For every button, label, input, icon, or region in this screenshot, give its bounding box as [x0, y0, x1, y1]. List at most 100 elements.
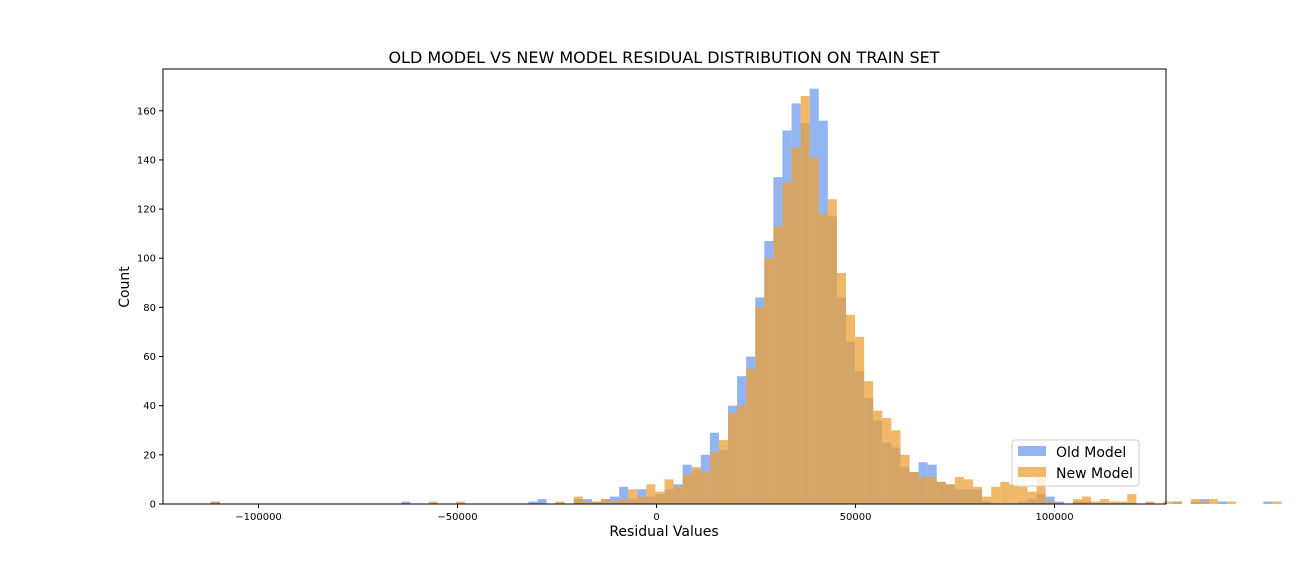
new-model-bar — [800, 96, 810, 504]
old-model-bar — [637, 489, 647, 504]
old-model-bar — [1218, 501, 1228, 504]
new-model-bar — [873, 410, 883, 504]
new-model-bar — [709, 452, 719, 504]
new-model-bar — [1163, 501, 1173, 504]
new-model-bar — [809, 157, 819, 504]
old-model-bar — [537, 499, 547, 504]
new-model-bar — [846, 314, 856, 504]
plot-frame — [162, 68, 1167, 505]
new-model-bar — [555, 501, 565, 504]
legend-label-old-model: Old Model — [1056, 445, 1126, 461]
y-tick-label: 160 — [137, 106, 156, 117]
new-model-bar — [655, 491, 665, 504]
new-model-bar — [582, 501, 592, 504]
new-model-bar — [791, 147, 801, 504]
old-model-bar — [401, 501, 411, 504]
y-axis: 0 20 40 60 80 100 120 140 160 — [137, 106, 163, 511]
new-model-bar — [646, 484, 656, 504]
new-model-bar — [900, 454, 910, 504]
new-model-bar — [1127, 494, 1137, 504]
new-model-bar — [827, 199, 837, 504]
y-tick-label: 20 — [143, 450, 156, 461]
x-tick-label: −100000 — [235, 512, 282, 523]
new-model-bar — [1018, 486, 1028, 504]
legend-swatch-new-model — [1018, 467, 1046, 477]
y-tick-label: 60 — [143, 352, 156, 363]
plot-area — [210, 88, 1282, 505]
y-tick-label: 80 — [143, 303, 156, 314]
new-model-bar — [1091, 501, 1101, 504]
new-model-bar — [728, 413, 738, 504]
new-model-bar — [1009, 484, 1019, 504]
legend-swatch-old-model — [1018, 446, 1046, 456]
old-model-bar — [1199, 499, 1209, 504]
x-tick-label: −50000 — [437, 512, 477, 523]
old-model-bar — [1045, 496, 1055, 504]
y-tick-label: 120 — [137, 205, 156, 216]
new-model-bar — [673, 486, 683, 504]
new-model-bar — [682, 474, 692, 504]
new-model-bar — [836, 272, 846, 504]
new-model-bar — [573, 496, 583, 504]
x-tick-label: 0 — [653, 512, 659, 523]
new-model-series — [210, 96, 1282, 505]
new-model-bar — [1109, 501, 1119, 504]
new-model-bar — [1045, 501, 1055, 504]
new-model-bar — [1100, 499, 1110, 504]
new-model-bar — [600, 499, 611, 504]
new-model-bar — [891, 430, 901, 504]
new-model-bar — [982, 496, 992, 504]
new-model-bar — [1118, 501, 1128, 504]
new-model-bar — [927, 476, 937, 504]
new-model-bar — [1272, 501, 1282, 504]
chart-title: OLD MODEL VS NEW MODEL RESIDUAL DISTRIBU… — [388, 48, 939, 67]
new-model-bar — [764, 258, 774, 504]
new-model-bar — [691, 467, 701, 504]
new-model-bar — [591, 501, 601, 504]
old-model-bar — [610, 496, 620, 504]
new-model-bar — [936, 481, 946, 504]
old-model-bar — [1263, 501, 1273, 504]
new-model-bar — [864, 381, 874, 504]
old-model-bar — [582, 499, 592, 504]
new-model-bar — [637, 496, 647, 504]
new-model-bar — [737, 405, 747, 504]
new-model-bar — [782, 182, 792, 505]
new-model-bar — [1145, 501, 1155, 504]
y-tick-label: 100 — [137, 254, 156, 265]
old-model-bar — [1054, 501, 1064, 504]
new-model-bar — [428, 501, 438, 504]
new-model-bar — [945, 484, 955, 504]
new-model-bar — [664, 479, 674, 504]
old-model-bar — [528, 501, 538, 504]
new-model-bar — [1000, 481, 1010, 504]
new-model-bar — [1199, 501, 1209, 504]
legend: Old Model New Model — [1011, 439, 1140, 487]
x-tick-label: 100000 — [1035, 512, 1073, 523]
new-model-bar — [918, 476, 928, 504]
new-model-bar — [973, 486, 983, 504]
new-model-bar — [700, 472, 710, 504]
x-axis-label: Residual Values — [609, 524, 718, 540]
new-model-bar — [1208, 499, 1219, 504]
new-model-bar — [882, 417, 892, 504]
new-model-bar — [954, 476, 964, 504]
new-model-bar — [855, 336, 865, 504]
new-model-bar — [610, 501, 620, 504]
new-model-bar — [1072, 499, 1082, 504]
x-axis: −100000 −50000 0 50000 100000 — [235, 504, 1074, 523]
new-model-bar — [1036, 476, 1046, 504]
new-model-bar — [1027, 491, 1037, 504]
new-model-bar — [455, 501, 465, 504]
new-model-bar — [755, 307, 765, 504]
new-model-bar — [746, 368, 756, 504]
y-axis-label: Count — [117, 266, 133, 308]
new-model-bar — [718, 440, 729, 504]
legend-label-new-model: New Model — [1056, 466, 1133, 482]
y-tick-label: 0 — [150, 500, 156, 511]
new-model-bar — [818, 214, 828, 504]
new-model-bar — [963, 479, 974, 504]
new-model-bar — [1227, 501, 1237, 504]
new-model-bar — [619, 499, 629, 504]
